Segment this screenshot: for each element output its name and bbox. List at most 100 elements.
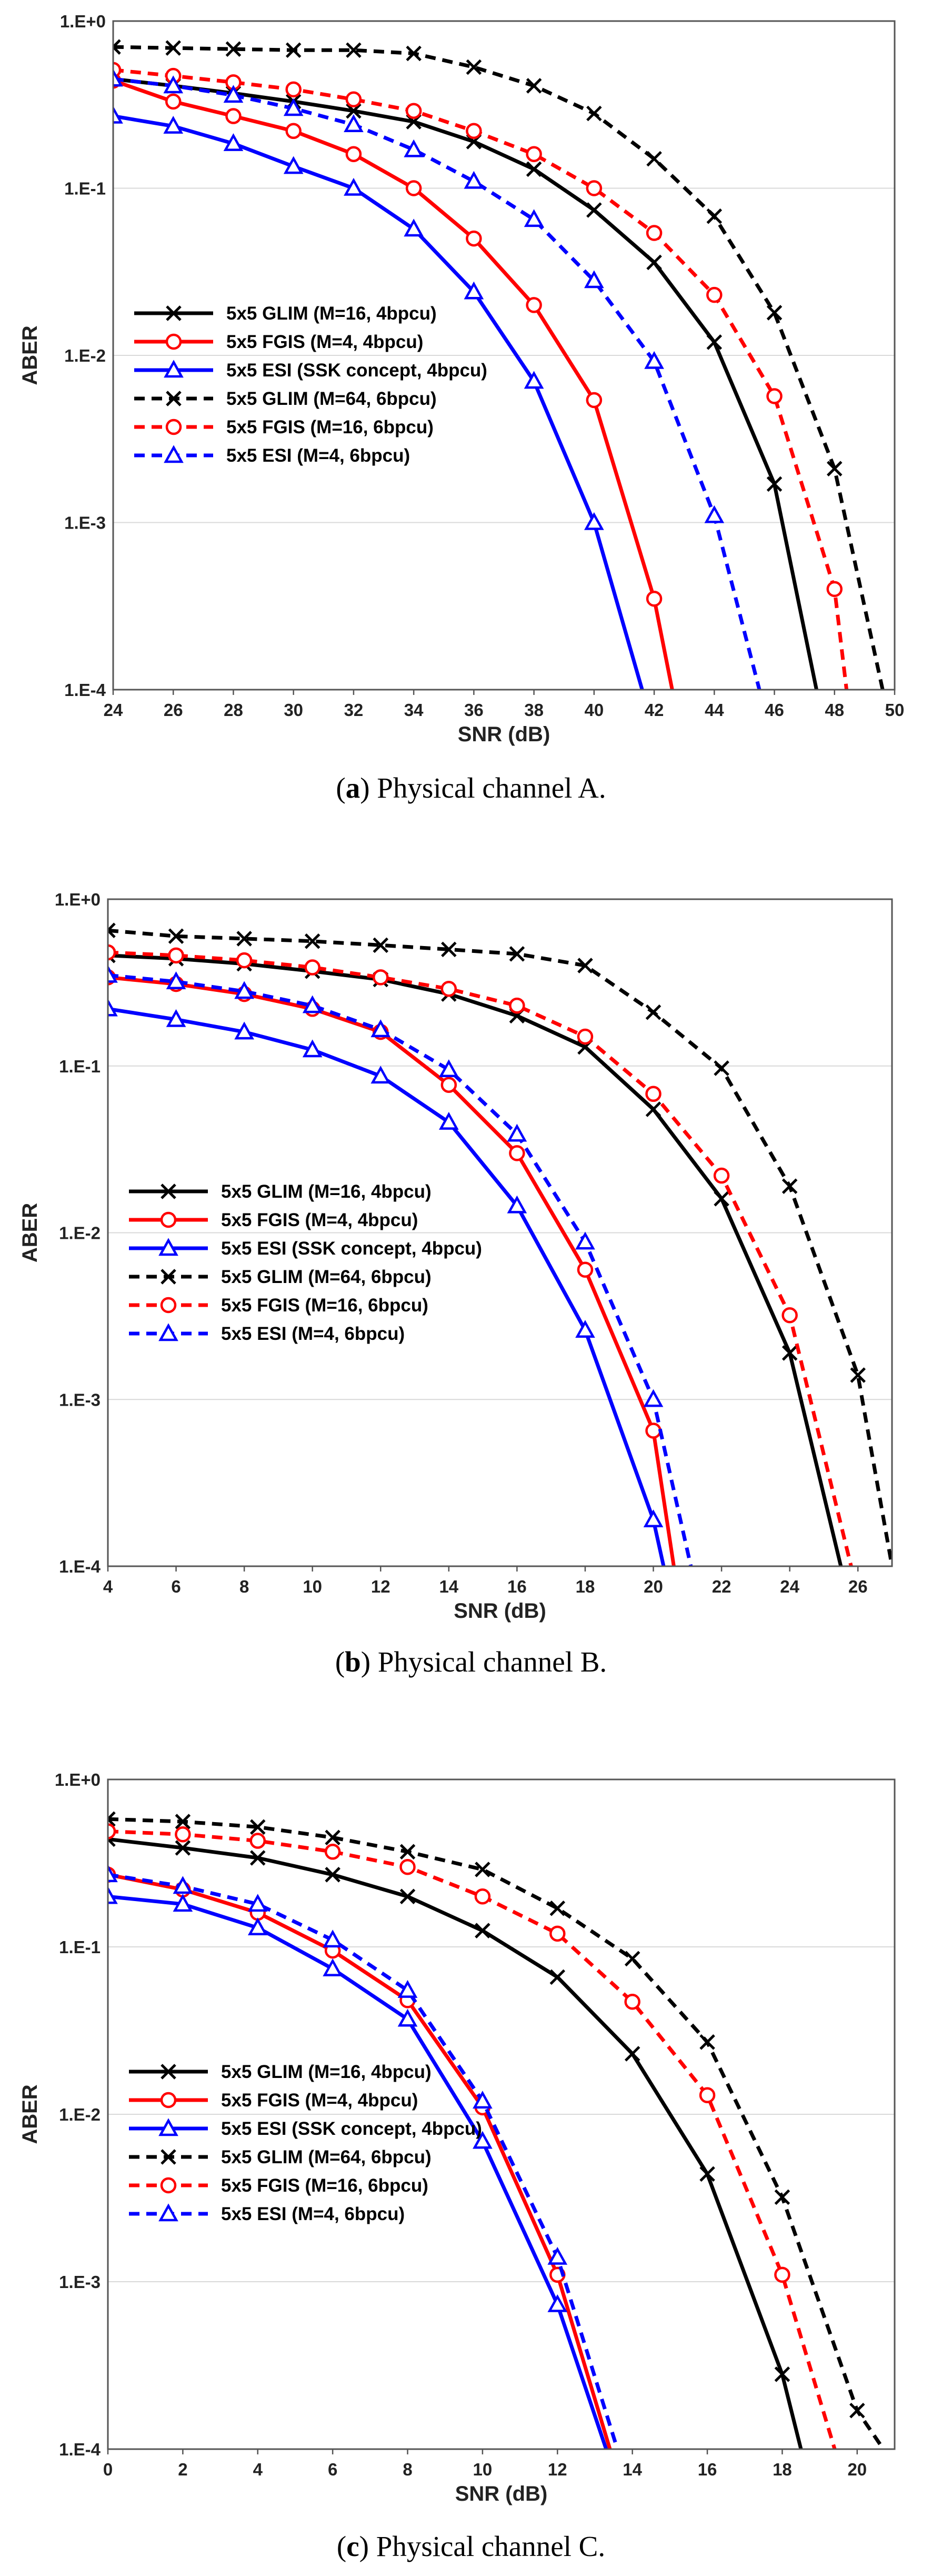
data-point — [166, 1009, 186, 1027]
data-point — [577, 1028, 594, 1045]
data-point — [165, 40, 181, 56]
data-point — [586, 202, 602, 218]
data-point — [346, 103, 362, 119]
data-point — [324, 1844, 341, 1860]
x-tick-label: 14 — [439, 1577, 458, 1596]
data-point — [225, 108, 242, 124]
data-point — [325, 1867, 340, 1883]
data-point — [624, 1994, 640, 2010]
caption-open: ( — [335, 1646, 345, 1678]
caption-letter: c — [346, 2530, 359, 2562]
data-point — [699, 2087, 716, 2104]
data-point — [165, 93, 182, 110]
data-point — [108, 1886, 118, 1904]
data-point — [704, 505, 725, 523]
data-point — [345, 146, 362, 162]
data-point — [850, 1367, 866, 1383]
caption-text: Physical channel C. — [376, 2530, 605, 2562]
data-point — [108, 922, 116, 939]
data-point — [108, 1864, 118, 1883]
series-line — [108, 975, 676, 1566]
data-point — [474, 1888, 491, 1905]
series-0 — [113, 71, 818, 690]
data-point — [713, 1167, 730, 1184]
data-point — [507, 1195, 527, 1214]
data-point — [247, 1894, 268, 1912]
legend-marker — [160, 2092, 177, 2108]
legend-marker — [165, 333, 182, 350]
data-point — [549, 1900, 566, 1916]
data-point — [404, 139, 424, 157]
data-point — [163, 75, 184, 94]
series-line — [108, 950, 853, 1566]
x-tick-label: 40 — [584, 700, 604, 720]
series-5 — [108, 1864, 619, 2449]
legend-label: 5x5 FGIS (M=4, 4bpcu) — [221, 2090, 418, 2111]
data-point — [646, 254, 662, 271]
data-point — [373, 937, 389, 953]
y-tick-label: 1.E+0 — [55, 890, 101, 909]
series-line — [108, 1894, 608, 2449]
data-point — [706, 334, 723, 350]
data-point — [781, 1345, 798, 1361]
data-point — [645, 1423, 662, 1439]
data-point — [547, 2246, 568, 2265]
x-tick-label: 8 — [403, 2460, 412, 2479]
y-tick-label: 1.E-2 — [64, 346, 106, 365]
data-point — [344, 177, 364, 196]
data-point — [624, 1951, 640, 1967]
data-point — [549, 1925, 566, 1942]
data-point — [175, 1840, 191, 1856]
legend: 5x5 GLIM (M=16, 4bpcu) 5x5 FGIS (M=4, 4bp… — [134, 303, 487, 466]
x-tick-label: 50 — [885, 700, 905, 720]
data-point — [108, 964, 118, 983]
plot-frame — [107, 1778, 896, 2450]
data-point — [524, 371, 544, 389]
x-tick-label: 34 — [404, 700, 424, 720]
data-point — [173, 1894, 193, 1912]
data-point — [285, 123, 302, 140]
y-tick-label: 1.E-4 — [59, 1557, 101, 1576]
data-point — [440, 981, 457, 997]
data-point — [108, 1811, 116, 1827]
data-point — [173, 1876, 193, 1894]
data-point — [509, 946, 525, 962]
y-tick-label: 1.E-2 — [59, 2105, 101, 2124]
caption-letter: a — [346, 772, 360, 804]
data-point — [370, 1019, 391, 1038]
data-point — [464, 171, 484, 189]
data-point — [643, 1389, 664, 1407]
data-point — [781, 1178, 798, 1194]
data-point — [624, 2046, 640, 2062]
data-point — [575, 1320, 595, 1338]
data-point — [302, 995, 323, 1013]
series-line — [108, 953, 843, 1566]
data-point — [714, 1191, 729, 1207]
series-5 — [108, 964, 693, 1566]
data-point — [168, 947, 184, 964]
series-line — [113, 77, 818, 690]
x-tick-label: 8 — [239, 1577, 249, 1596]
data-point — [304, 933, 320, 949]
series-3 — [113, 39, 885, 690]
series-4 — [108, 944, 853, 1566]
series-line — [108, 1837, 803, 2449]
legend-label: 5x5 FGIS (M=4, 4bpcu) — [221, 1210, 418, 1230]
data-point — [706, 208, 723, 224]
data-point — [108, 1823, 116, 1839]
data-point — [302, 1039, 323, 1058]
y-axis-label: ABER — [18, 2084, 42, 2144]
y-tick-label: 1.E-1 — [59, 1937, 101, 1957]
x-tick-label: 4 — [253, 2460, 263, 2479]
data-point — [163, 116, 184, 134]
data-point — [249, 1819, 266, 1835]
data-point — [108, 944, 116, 961]
data-point — [247, 1917, 268, 1936]
data-point — [584, 270, 604, 289]
y-tick-label: 1.E-3 — [59, 1390, 101, 1409]
y-tick-label: 1.E-3 — [64, 513, 106, 533]
data-point — [645, 1004, 662, 1020]
series-line — [108, 973, 693, 1566]
data-point — [441, 941, 457, 958]
data-point — [236, 931, 252, 947]
